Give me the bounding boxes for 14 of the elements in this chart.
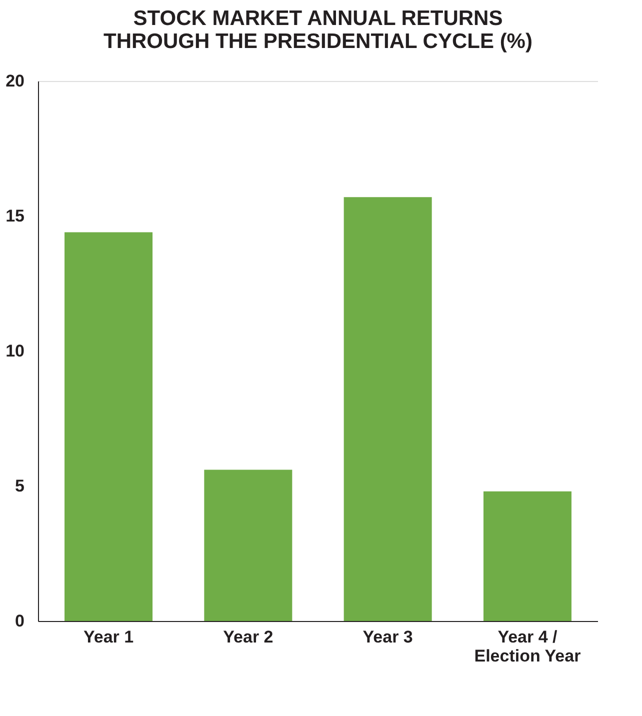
bar — [344, 197, 432, 621]
y-tick-label: 0 — [15, 612, 24, 630]
bar — [204, 470, 292, 621]
y-tick-label: 20 — [6, 72, 24, 90]
x-tick-label: Year 3 — [362, 628, 413, 646]
bar — [64, 232, 153, 621]
y-tick-label: 10 — [6, 342, 24, 360]
bar — [483, 491, 572, 621]
x-tick-label: Year 2 — [223, 628, 274, 646]
x-tick-label: Year 1 — [83, 628, 134, 646]
x-tick-label: Year 4 / Election Year — [474, 628, 582, 666]
chart-title: STOCK MARKET ANNUAL RETURNS THROUGH THE PRESIDENTIAL CYCLE (%) — [104, 7, 532, 53]
y-tick-label: 5 — [15, 476, 24, 496]
y-tick-label: 15 — [6, 206, 24, 226]
